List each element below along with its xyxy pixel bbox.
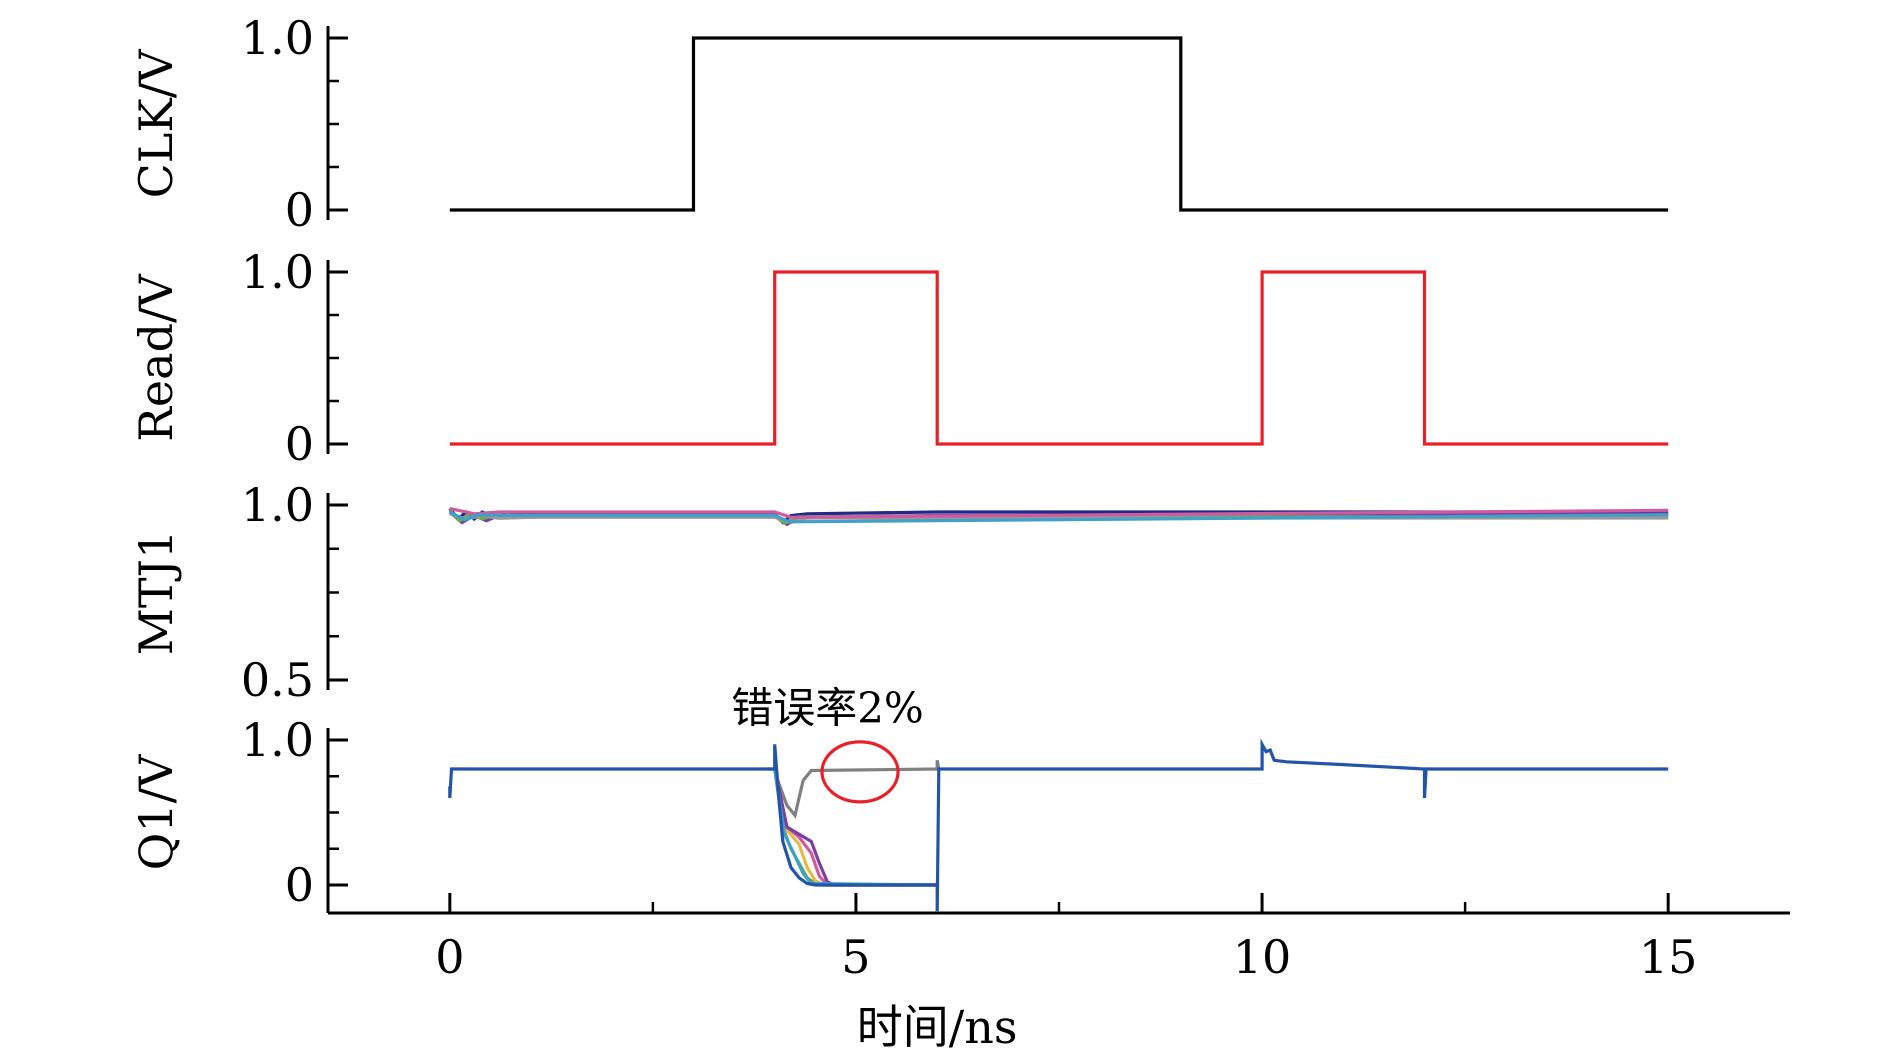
series-line-6 (449, 510, 1669, 524)
y-axis-title: CLK/V (129, 49, 183, 199)
y-tick-label: 1.0 (241, 713, 314, 767)
y-tick-label: 0 (285, 417, 314, 471)
panel-3: 0.5 1.0 MTJ1 (129, 478, 1669, 707)
panel-1: 0 1.0 CLK/V (129, 11, 1669, 237)
series-line-5 (449, 506, 1669, 519)
x-tick-label: 5 (841, 930, 870, 984)
y-axis-title: Q1/V (129, 754, 183, 870)
y-tick-label: 1.0 (241, 478, 314, 532)
error-rate-annotation: 错误率2% (731, 684, 924, 733)
y-axis-title: Read/V (129, 274, 183, 442)
series-line-7 (448, 738, 1669, 912)
y-tick-label: 0 (285, 183, 314, 237)
x-axis-title: 时间/ns (857, 1000, 1018, 1054)
x-tick-label: 15 (1639, 930, 1698, 984)
y-tick-label: 1.0 (241, 11, 314, 65)
y-axis-title: MTJ1 (129, 530, 183, 656)
series-line-1 (449, 270, 1669, 446)
y-tick-label: 0 (285, 858, 314, 912)
error-highlight-circle (820, 740, 900, 804)
series-line-6 (773, 768, 938, 887)
x-tick-label: 10 (1233, 930, 1292, 984)
y-tick-label: 1.0 (241, 245, 314, 299)
panel-2: 0 1.0 Read/V (129, 245, 1669, 471)
panel-4: 0 1.0 Q1/V 错误率2% (129, 684, 1669, 913)
series-line-1 (766, 760, 941, 819)
y-tick-label: 0.5 (241, 653, 314, 707)
x-tick-label: 0 (435, 930, 464, 984)
series-line-1 (449, 36, 1669, 212)
